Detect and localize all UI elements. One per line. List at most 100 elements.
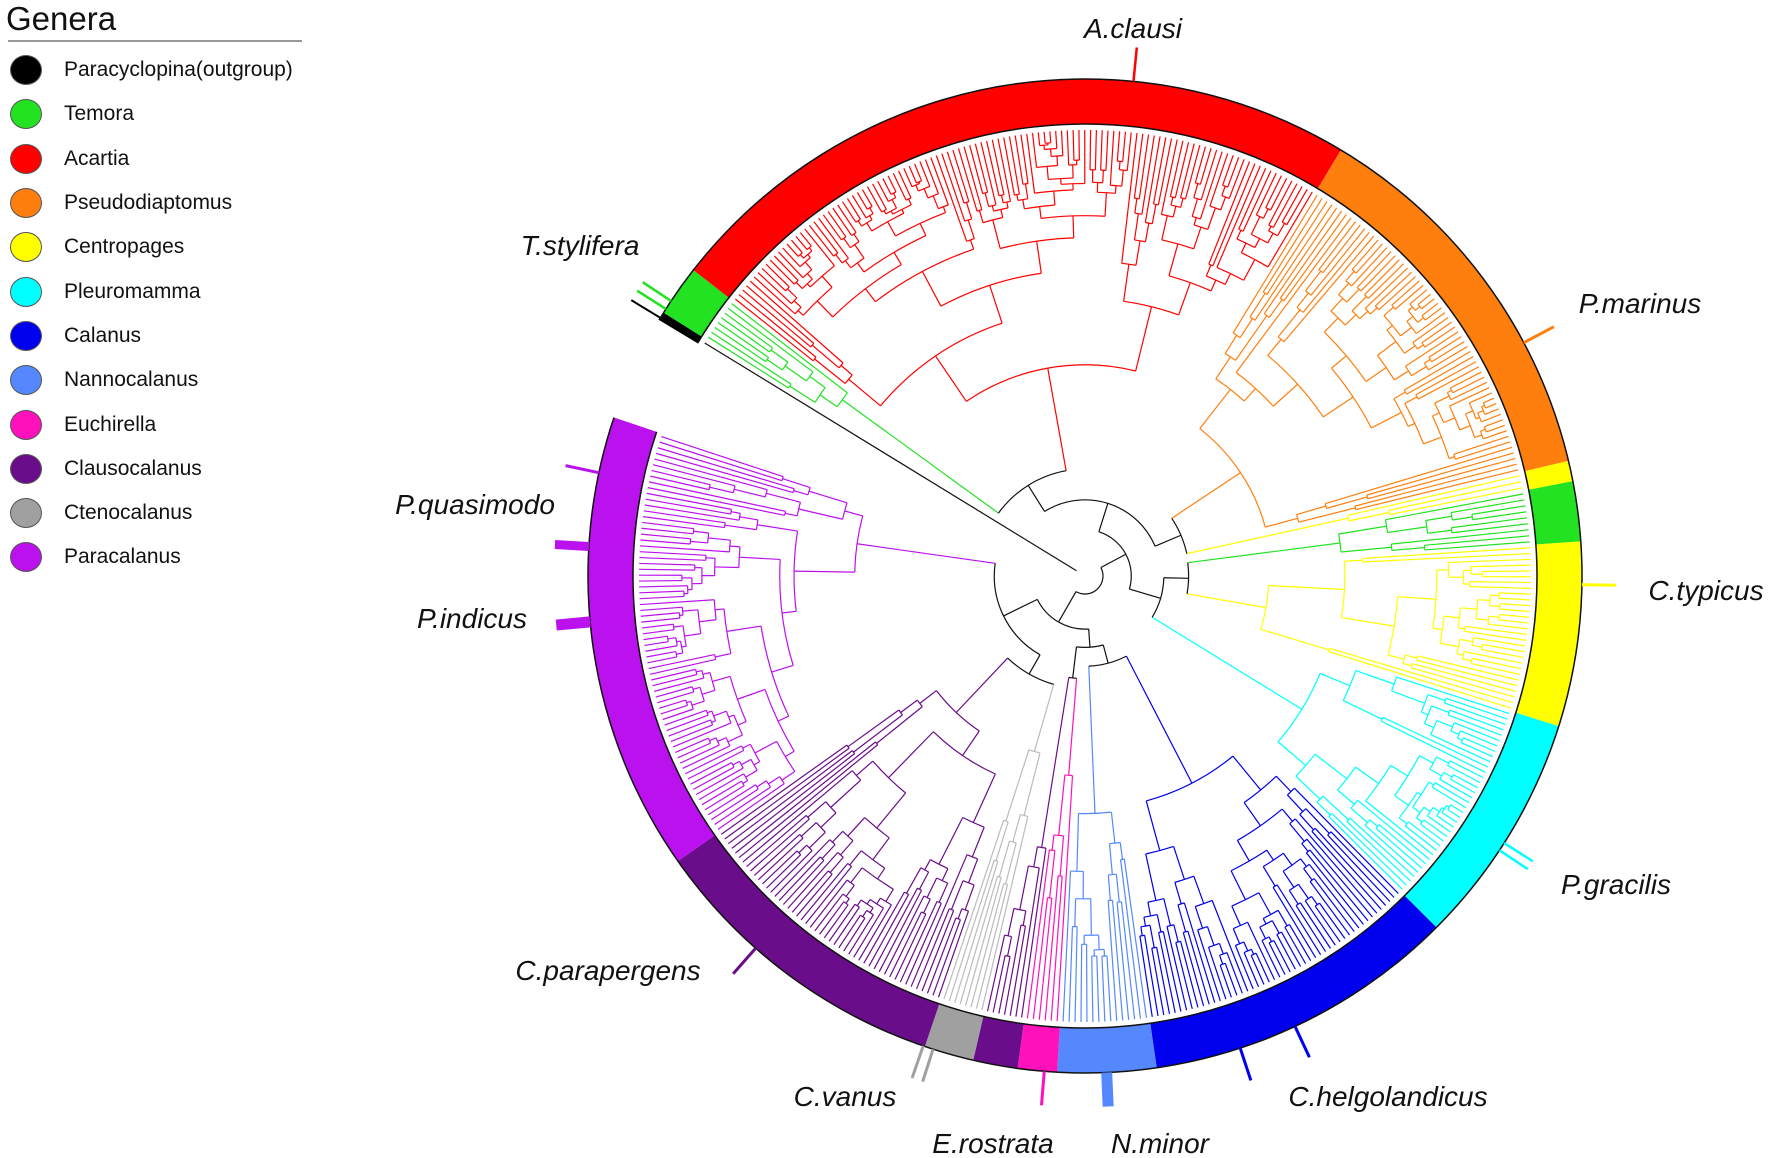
branch-arc bbox=[812, 356, 817, 362]
branch-arc bbox=[825, 801, 837, 814]
branch-arc bbox=[805, 371, 814, 382]
branch bbox=[1232, 755, 1262, 791]
branch-arc bbox=[691, 686, 695, 693]
legend-swatch-icon bbox=[10, 99, 42, 130]
branch bbox=[918, 871, 930, 890]
branch bbox=[1423, 819, 1448, 838]
branch bbox=[1367, 263, 1404, 299]
branch bbox=[1450, 730, 1460, 736]
branch-arc bbox=[988, 204, 997, 208]
legend-swatch-icon bbox=[10, 498, 42, 529]
species-marker bbox=[636, 289, 667, 311]
branch bbox=[1305, 852, 1364, 925]
branch bbox=[1297, 883, 1309, 899]
branch bbox=[888, 731, 934, 779]
branch bbox=[672, 722, 732, 748]
branch bbox=[970, 883, 1005, 1008]
branch bbox=[754, 833, 801, 876]
branch bbox=[833, 906, 860, 945]
branch bbox=[737, 688, 766, 700]
branch bbox=[863, 891, 905, 964]
branch bbox=[1186, 593, 1267, 609]
branch bbox=[739, 556, 781, 561]
branch bbox=[727, 307, 814, 373]
branch bbox=[1310, 228, 1366, 296]
branch-arc bbox=[1364, 294, 1369, 299]
legend-swatch-icon bbox=[10, 143, 42, 174]
branch bbox=[1170, 197, 1174, 206]
branch bbox=[651, 668, 696, 681]
genus-ring bbox=[587, 78, 1583, 1074]
branch-arc bbox=[1180, 197, 1186, 200]
branch bbox=[682, 609, 699, 612]
legend-item: Calanus bbox=[4, 314, 304, 358]
branch bbox=[1060, 130, 1064, 156]
branch bbox=[1421, 298, 1435, 310]
branch bbox=[1394, 795, 1409, 806]
branch bbox=[1243, 259, 1256, 281]
branch bbox=[1308, 863, 1360, 929]
branch-arc bbox=[1327, 648, 1331, 652]
branch bbox=[819, 901, 845, 935]
branch bbox=[714, 566, 739, 569]
branch bbox=[1477, 410, 1484, 414]
branch bbox=[1156, 947, 1171, 1015]
branch bbox=[1088, 628, 1091, 648]
branch bbox=[799, 254, 804, 259]
branch bbox=[1110, 812, 1116, 844]
branch bbox=[1443, 417, 1456, 424]
branch bbox=[850, 867, 863, 884]
branch bbox=[1462, 658, 1472, 662]
label-c-helgolandicus: C.helgolandicus bbox=[1288, 1081, 1487, 1112]
branch-arc bbox=[1295, 753, 1316, 777]
branch bbox=[1470, 564, 1531, 568]
branch bbox=[1129, 588, 1161, 599]
branch bbox=[1243, 941, 1249, 952]
branch bbox=[1118, 161, 1121, 170]
branch bbox=[1314, 827, 1387, 906]
branch bbox=[885, 888, 894, 902]
branch bbox=[1141, 135, 1155, 215]
branch bbox=[1331, 355, 1347, 369]
branch bbox=[707, 784, 756, 816]
branch bbox=[1020, 134, 1029, 184]
branch bbox=[901, 209, 905, 214]
branch bbox=[675, 737, 709, 753]
branch-arc bbox=[1251, 233, 1269, 244]
branch bbox=[1355, 766, 1380, 785]
branch-arc bbox=[1044, 499, 1156, 547]
legend-swatch-icon bbox=[10, 453, 42, 484]
branch bbox=[742, 289, 812, 348]
branch bbox=[761, 267, 786, 292]
branch bbox=[915, 184, 919, 192]
branch bbox=[1499, 613, 1530, 618]
branch-arc bbox=[1262, 852, 1284, 868]
branch-arc bbox=[851, 750, 856, 755]
branch bbox=[1119, 859, 1142, 1019]
branch-arc bbox=[781, 476, 784, 481]
branch bbox=[1012, 814, 1021, 843]
branch bbox=[1269, 177, 1288, 211]
branch bbox=[1419, 755, 1434, 764]
branch-arc bbox=[801, 278, 813, 289]
branch bbox=[873, 887, 918, 970]
branch bbox=[1238, 167, 1267, 230]
branch-arc bbox=[1449, 405, 1461, 430]
branch-arc bbox=[854, 903, 860, 908]
branch bbox=[1452, 376, 1485, 394]
species-marker bbox=[910, 1045, 925, 1079]
branch bbox=[1311, 896, 1318, 906]
branch bbox=[1463, 737, 1496, 752]
branch bbox=[691, 700, 705, 706]
branch bbox=[1302, 231, 1370, 313]
branch bbox=[1282, 852, 1293, 866]
branch bbox=[847, 817, 866, 837]
branch bbox=[1360, 255, 1396, 292]
branch bbox=[1003, 137, 1015, 196]
branch bbox=[814, 358, 846, 385]
branch bbox=[639, 545, 730, 553]
branch bbox=[1152, 137, 1167, 205]
branch bbox=[1041, 677, 1070, 848]
branch-arc bbox=[741, 745, 745, 751]
branch bbox=[844, 510, 863, 517]
